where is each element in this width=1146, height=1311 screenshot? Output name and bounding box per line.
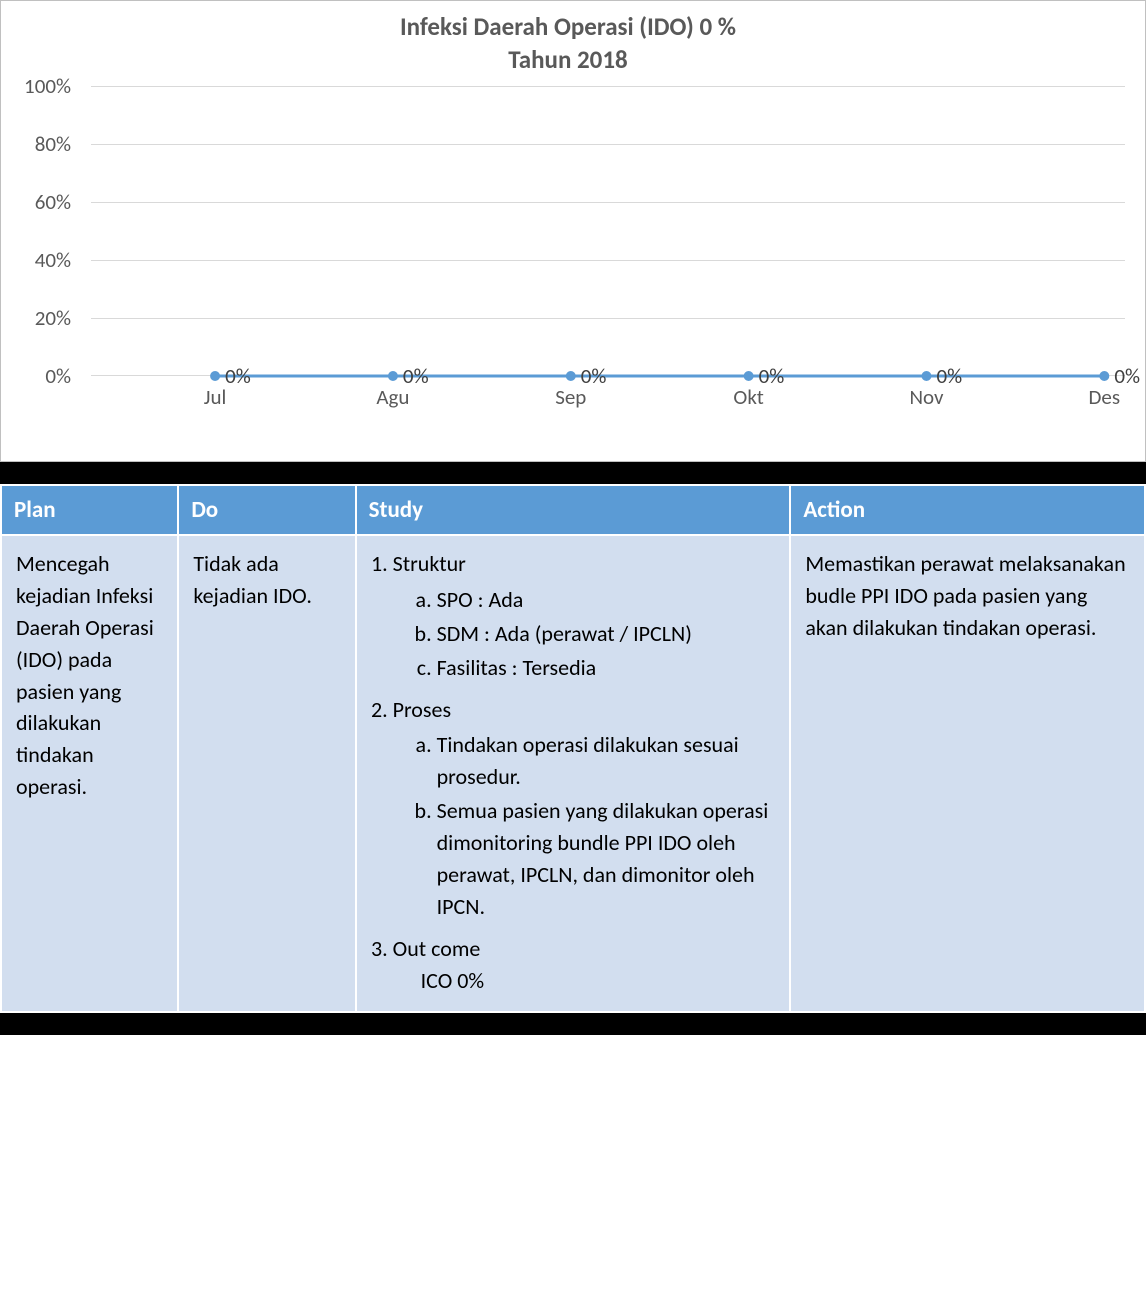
y-tick-label: 100% — [24, 73, 71, 99]
data-marker — [210, 371, 220, 381]
gridline — [91, 144, 1125, 145]
study-outcome-title: Out come — [393, 935, 481, 962]
study-proses-title: Proses — [393, 696, 451, 723]
cell-action: Memastikan perawat melaksanakan budle PP… — [790, 535, 1145, 1012]
pdsa-table: Plan Do Study Action Mencegah kejadian I… — [0, 484, 1146, 1013]
study-s1-c: Fasilitas : Tersedia — [437, 652, 776, 684]
x-tick-label: Des — [1089, 384, 1121, 410]
study-proses: Proses Tindakan operasi dilakukan sesuai… — [393, 694, 776, 923]
x-tick-label: Agu — [376, 384, 409, 410]
cell-plan: Mencegah kejadian Infeksi Daerah Operasi… — [1, 535, 178, 1012]
gridline — [91, 260, 1125, 261]
header-action: Action — [790, 485, 1145, 535]
divider-band-top — [0, 462, 1146, 484]
chart-plot: 0%20%40%60%80%100% 0%0%0%0%0%0% JulAguSe… — [91, 86, 1125, 406]
study-struktur: Struktur SPO : Ada SDM : Ada (perawat / … — [393, 548, 776, 684]
study-struktur-title: Struktur — [393, 550, 466, 577]
study-s2-b: Semua pasien yang dilakukan operasi dimo… — [437, 795, 776, 923]
chart-title: Infeksi Daerah Operasi (IDO) 0 % Tahun 2… — [11, 11, 1125, 76]
study-s1-b: SDM : Ada (perawat / IPCLN) — [437, 618, 776, 650]
gridline — [91, 318, 1125, 319]
x-tick-label: Nov — [909, 384, 943, 410]
x-axis-labels: Jul Agu Sep Okt Nov Des — [91, 384, 1125, 414]
header-plan: Plan — [1, 485, 178, 535]
x-tick-label: Jul — [204, 384, 227, 410]
y-tick-label: 20% — [35, 305, 71, 331]
plot-area: 0%0%0%0%0%0% — [91, 86, 1125, 376]
cell-study: Struktur SPO : Ada SDM : Ada (perawat / … — [356, 535, 791, 1012]
y-axis: 0%20%40%60%80%100% — [11, 86, 81, 376]
y-tick-label: 80% — [35, 131, 71, 157]
table-row: Mencegah kejadian Infeksi Daerah Operasi… — [1, 535, 1145, 1012]
chart-container: Infeksi Daerah Operasi (IDO) 0 % Tahun 2… — [0, 0, 1146, 462]
study-outcome-value: ICO 0% — [393, 965, 776, 997]
data-marker — [566, 371, 576, 381]
line-series — [91, 86, 1125, 375]
data-marker — [921, 371, 931, 381]
table-header-row: Plan Do Study Action — [1, 485, 1145, 535]
study-s1-a: SPO : Ada — [437, 584, 776, 616]
chart-title-line2: Tahun 2018 — [508, 44, 627, 75]
data-marker — [1099, 371, 1109, 381]
x-tick-label: Okt — [733, 384, 763, 410]
gridline — [91, 202, 1125, 203]
x-tick-label: Sep — [555, 384, 586, 410]
cell-do: Tidak ada kejadian IDO. — [178, 535, 355, 1012]
study-s2-a: Tindakan operasi dilakukan sesuai prosed… — [437, 729, 776, 793]
divider-band-bottom — [0, 1013, 1146, 1035]
y-tick-label: 40% — [35, 247, 71, 273]
study-outcome: Out come ICO 0% — [393, 933, 776, 997]
gridline — [91, 86, 1125, 87]
header-study: Study — [356, 485, 791, 535]
header-do: Do — [178, 485, 355, 535]
y-tick-label: 0% — [45, 363, 71, 389]
data-marker — [744, 371, 754, 381]
data-marker — [388, 371, 398, 381]
y-tick-label: 60% — [35, 189, 71, 215]
chart-title-line1: Infeksi Daerah Operasi (IDO) 0 % — [400, 11, 736, 42]
